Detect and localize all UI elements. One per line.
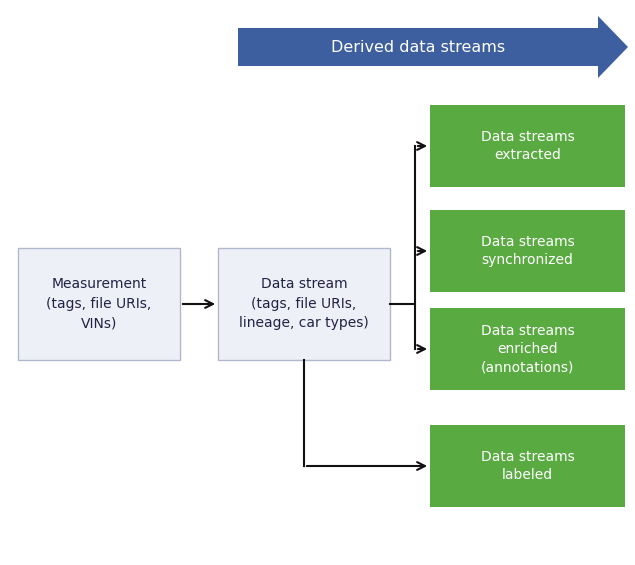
- FancyBboxPatch shape: [218, 248, 390, 360]
- Text: Data streams
labeled: Data streams labeled: [481, 450, 575, 482]
- Text: Data streams
extracted: Data streams extracted: [481, 130, 575, 162]
- FancyBboxPatch shape: [430, 425, 625, 507]
- Text: Data streams
synchronized: Data streams synchronized: [481, 235, 575, 267]
- FancyBboxPatch shape: [430, 105, 625, 187]
- FancyBboxPatch shape: [18, 248, 180, 360]
- Text: Data stream
(tags, file URIs,
lineage, car types): Data stream (tags, file URIs, lineage, c…: [239, 277, 369, 331]
- Text: Measurement
(tags, file URIs,
VINs): Measurement (tags, file URIs, VINs): [46, 277, 152, 331]
- FancyBboxPatch shape: [430, 308, 625, 390]
- Polygon shape: [238, 16, 628, 78]
- Text: Derived data streams: Derived data streams: [331, 40, 505, 54]
- Text: Data streams
enriched
(annotations): Data streams enriched (annotations): [481, 324, 575, 375]
- FancyBboxPatch shape: [430, 210, 625, 292]
